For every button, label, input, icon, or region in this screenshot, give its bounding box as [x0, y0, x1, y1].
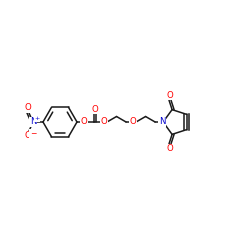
Text: O: O [92, 104, 98, 114]
Text: O: O [166, 144, 173, 153]
Text: N: N [30, 118, 36, 126]
Text: O: O [24, 104, 32, 112]
Text: O: O [100, 118, 107, 126]
Text: O: O [166, 91, 173, 100]
Text: −: − [30, 130, 36, 138]
Text: N: N [159, 118, 165, 126]
Text: O: O [130, 118, 136, 126]
Text: +: + [34, 116, 40, 121]
Text: O: O [24, 132, 32, 140]
Text: O: O [80, 118, 87, 126]
